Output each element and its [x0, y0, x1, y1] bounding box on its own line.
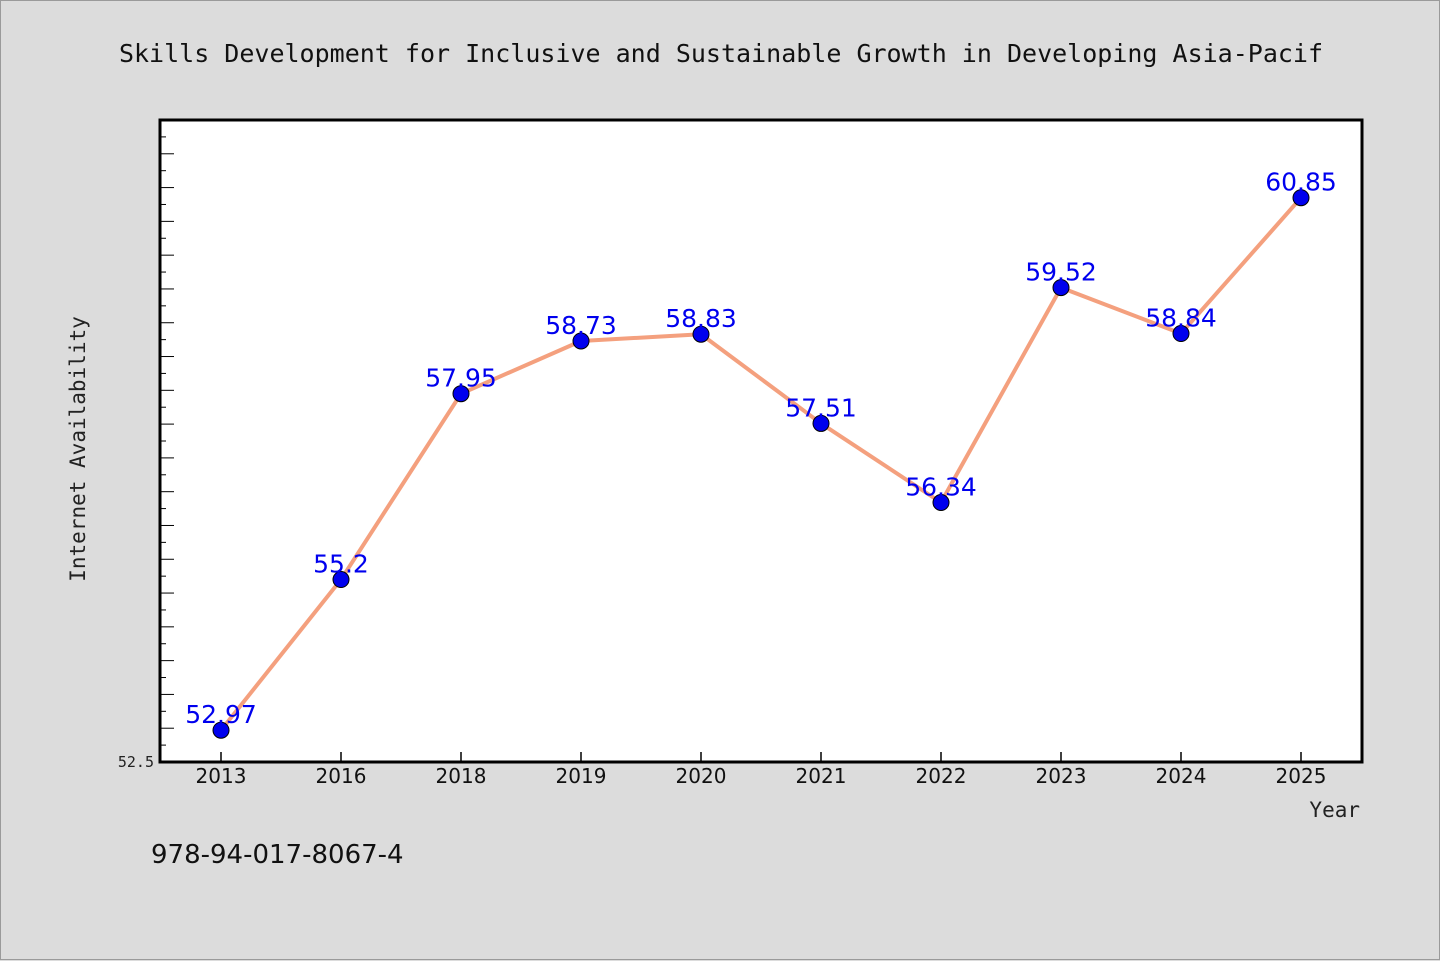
data-label: 52.97: [185, 700, 257, 729]
data-point: [692, 325, 710, 343]
markers-group: [212, 189, 1310, 739]
data-label: 58.84: [1145, 304, 1217, 333]
chart-title: Skills Development for Inclusive and Sus…: [119, 39, 1323, 68]
y-axis-ticks: [160, 136, 174, 746]
series-line: [219, 195, 1303, 733]
series-line-group: [219, 195, 1303, 733]
data-point: [1052, 279, 1070, 297]
data-point: [812, 414, 830, 432]
x-axis-ticks: 2013 2016 2018 2019 2020 2021 2022 2023 2024 2025: [196, 752, 1327, 788]
data-labels-group: 52.97 55.2 57.95 58.73 58.83 57.51 56.34 59.52 5…: [185, 168, 1337, 730]
y-tick-label: 52.5: [118, 753, 154, 771]
x-tick-label: 2022: [916, 764, 967, 788]
data-point: [932, 493, 950, 511]
y-axis-label: Internet Availability: [66, 316, 90, 582]
x-tick-label: 2023: [1036, 764, 1087, 788]
x-tick-label: 2025: [1276, 764, 1327, 788]
data-label: 59.52: [1025, 258, 1097, 287]
data-label: 60.85: [1265, 168, 1337, 197]
x-tick-label: 2016: [316, 764, 367, 788]
data-point: [1292, 189, 1310, 207]
data-point: [1172, 325, 1190, 343]
data-point: [332, 571, 350, 589]
x-tick-label: 2013: [196, 764, 247, 788]
data-point: [572, 332, 590, 350]
data-label: 58.83: [665, 304, 737, 333]
data-point: [452, 385, 470, 403]
x-tick-label: 2021: [796, 764, 847, 788]
data-label: 56.34: [905, 472, 977, 501]
data-label: 57.95: [425, 364, 497, 393]
plot-area: [158, 118, 1364, 764]
data-label: 57.51: [785, 393, 857, 422]
footer-isbn: 978-94-017-8067-4: [151, 840, 404, 870]
x-tick-label: 2020: [676, 764, 727, 788]
x-tick-label: 2018: [436, 764, 487, 788]
data-label: 58.73: [545, 311, 617, 340]
data-point: [212, 721, 230, 739]
x-tick-label: 2019: [556, 764, 607, 788]
x-tick-label: 2024: [1156, 764, 1207, 788]
x-axis-label: Year: [1309, 798, 1360, 822]
data-label: 55.2: [313, 550, 369, 579]
